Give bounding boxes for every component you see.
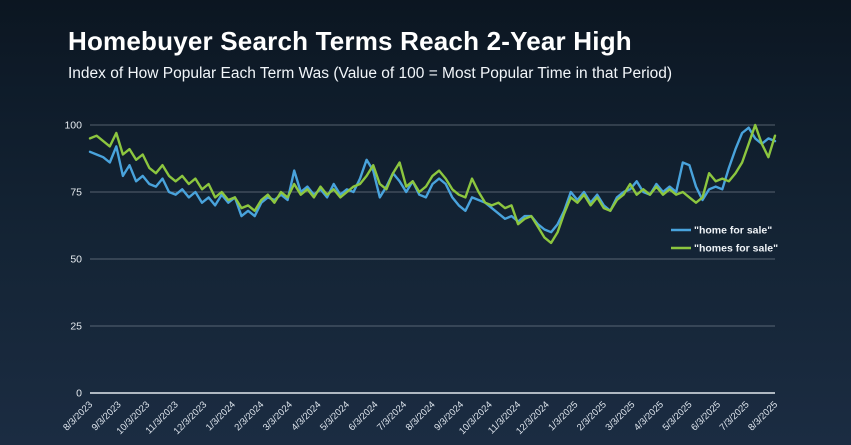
grid-layer — [90, 124, 775, 394]
x-tick-label: 3/3/2025 — [603, 399, 637, 433]
x-tick-label: 3/3/2024 — [261, 399, 295, 433]
legend-label-1: "homes for sale" — [694, 243, 778, 255]
x-tick-label: 6/3/2024 — [347, 399, 381, 433]
x-tick-label: 4/3/2025 — [632, 399, 666, 433]
y-tick-label: 0 — [76, 388, 82, 400]
x-tick-label: 2/3/2024 — [232, 399, 266, 433]
y-axis: 0 25 50 75 100 — [64, 120, 82, 400]
x-tick-label: 8/3/2025 — [746, 399, 780, 433]
x-tick-label: 5/3/2024 — [318, 399, 352, 433]
x-tick-label: 2/3/2025 — [575, 399, 609, 433]
legend: "home for sale" "homes for sale" — [671, 225, 778, 255]
y-tick-label: 75 — [70, 187, 82, 199]
x-tick-label: 7/3/2024 — [375, 399, 409, 433]
series-line-0 — [88, 126, 777, 234]
x-tick-label: 8/3/2023 — [61, 399, 95, 433]
x-tick-label: 4/3/2024 — [290, 399, 324, 433]
x-tick-label: 7/3/2025 — [718, 399, 752, 433]
x-tick-label: 5/3/2025 — [661, 399, 695, 433]
x-tick-label: 6/3/2025 — [689, 399, 723, 433]
x-axis: 8/3/20239/3/202310/3/202311/3/202312/3/2… — [61, 399, 780, 437]
y-tick-label: 50 — [70, 254, 82, 266]
legend-label-0: "home for sale" — [694, 225, 772, 237]
y-tick-label: 100 — [64, 120, 82, 132]
series-line-1 — [88, 123, 777, 245]
x-tick-label: 1/3/2024 — [204, 399, 238, 433]
chart-subtitle: Index of How Popular Each Term Was (Valu… — [68, 65, 673, 82]
y-tick-label: 25 — [70, 321, 82, 333]
x-tick-label: 1/3/2025 — [546, 399, 580, 433]
chart-title: Homebuyer Search Terms Reach 2-Year High — [68, 26, 632, 56]
series-layer — [88, 123, 777, 245]
x-tick-label: 8/3/2024 — [404, 399, 438, 433]
